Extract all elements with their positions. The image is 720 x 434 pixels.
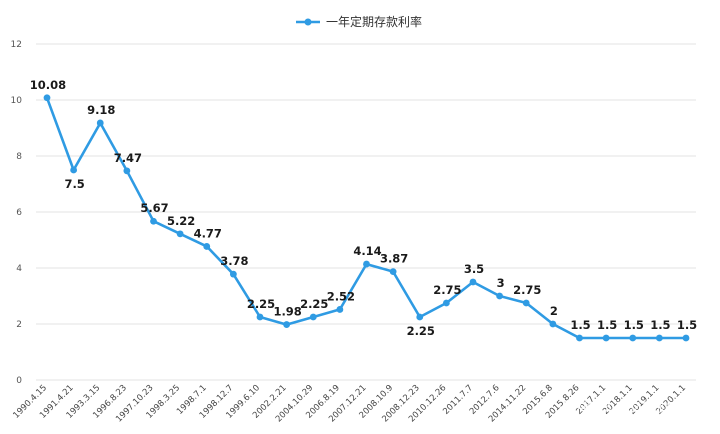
legend-label: 一年定期存款利率 xyxy=(326,14,422,29)
y-axis-ticks: 0 2 4 6 8 10 12 xyxy=(11,40,23,386)
data-point xyxy=(629,334,637,342)
data-label: 2 xyxy=(550,304,558,318)
legend: 一年定期存款利率 xyxy=(296,14,422,29)
data-point xyxy=(150,217,157,225)
data-label: 2.75 xyxy=(433,283,461,297)
data-point xyxy=(203,243,211,250)
data-label: 7.5 xyxy=(64,177,84,191)
data-label: 1.98 xyxy=(273,305,301,319)
data-label: 4.14 xyxy=(353,244,381,258)
data-label: 2.75 xyxy=(513,283,541,297)
data-point xyxy=(70,166,78,174)
legend-dot-marker xyxy=(304,18,312,26)
data-label: 2.52 xyxy=(327,289,355,303)
data-label: 2.25 xyxy=(407,324,435,338)
data-point xyxy=(283,321,291,328)
data-point xyxy=(549,320,557,328)
y-tick-label: 2 xyxy=(16,320,22,330)
data-point xyxy=(336,306,344,313)
data-label: 5.22 xyxy=(167,214,195,228)
data-point xyxy=(416,313,424,321)
data-point xyxy=(496,292,504,300)
data-label: 4.77 xyxy=(194,226,222,240)
data-point xyxy=(43,94,51,102)
data-label: 1.5 xyxy=(597,318,617,332)
data-label: 2.25 xyxy=(247,297,275,311)
watermark: 知乎 @三叉樊财 xyxy=(562,399,672,417)
data-label: 1.5 xyxy=(624,318,644,332)
y-tick-label: 4 xyxy=(16,264,22,274)
data-point xyxy=(576,334,583,342)
data-point xyxy=(442,299,450,307)
data-point xyxy=(469,278,477,286)
data-point xyxy=(123,167,131,175)
data-label: 3.87 xyxy=(380,252,408,266)
y-tick-label: 10 xyxy=(11,96,23,106)
data-label: 1.5 xyxy=(677,318,697,332)
data-point xyxy=(96,119,104,127)
data-label: 1.5 xyxy=(570,318,590,332)
data-label: 3 xyxy=(497,276,505,290)
series-line-group xyxy=(43,94,690,342)
data-point xyxy=(522,299,530,307)
data-point xyxy=(655,334,663,342)
data-point xyxy=(389,268,397,276)
data-point xyxy=(682,334,690,342)
data-point xyxy=(602,334,610,342)
data-label: 3.78 xyxy=(220,254,248,268)
y-tick-label: 12 xyxy=(11,40,22,50)
data-label: 7.47 xyxy=(114,151,142,165)
gridlines xyxy=(36,43,696,381)
data-label: 5.67 xyxy=(140,201,168,215)
data-label: 9.18 xyxy=(87,103,115,117)
y-tick-label: 8 xyxy=(16,152,22,162)
data-label: 1.5 xyxy=(650,318,670,332)
data-label: 10.08 xyxy=(30,78,66,92)
data-point xyxy=(229,270,237,278)
data-label: 3.5 xyxy=(464,262,484,276)
data-point xyxy=(256,313,264,321)
y-tick-label: 6 xyxy=(16,208,22,218)
data-point xyxy=(176,230,184,238)
series-line xyxy=(45,97,686,340)
data-labels: 10.087.59.187.475.675.224.773.782.251.98… xyxy=(30,78,697,338)
data-point xyxy=(363,260,370,268)
data-point xyxy=(309,313,317,321)
y-tick-label: 0 xyxy=(16,376,22,386)
data-label: 2.25 xyxy=(300,297,328,311)
